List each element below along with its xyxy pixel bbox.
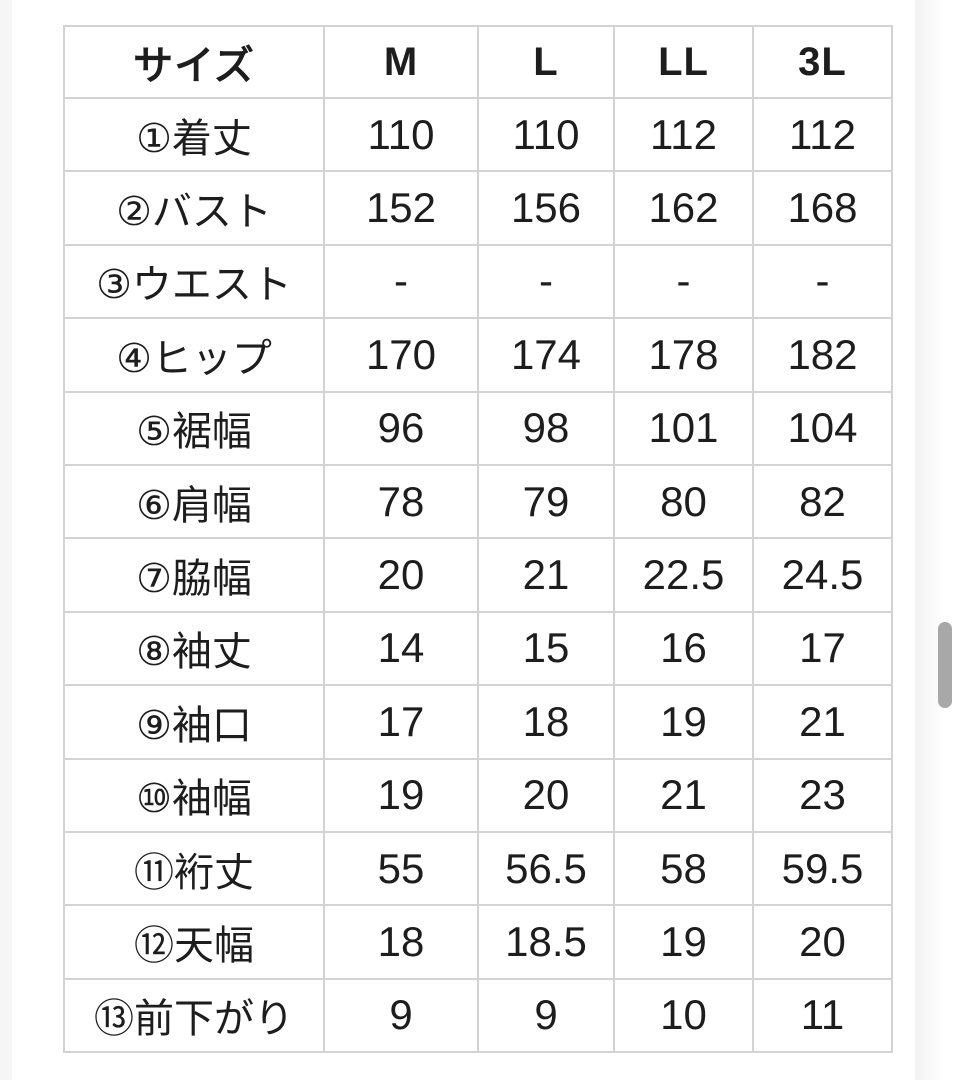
size-value-cell: 10 [613, 977, 754, 1054]
row-label: ⑬前下がり [63, 977, 325, 1054]
size-value-cell: 174 [477, 317, 615, 393]
size-value-cell: - [752, 243, 893, 320]
size-value-cell: 17 [323, 684, 479, 760]
table-row: ②バスト 152 156 162 168 [63, 170, 893, 246]
column-header-m: M [323, 25, 479, 99]
left-edge-strip [0, 0, 12, 1080]
size-value-cell: 96 [323, 390, 479, 466]
size-value-cell: 11 [752, 977, 893, 1054]
size-value-cell: 156 [477, 170, 615, 246]
size-value-cell: 9 [323, 977, 479, 1054]
size-value-cell: 21 [752, 684, 893, 760]
table-row: ⑬前下がり 9 9 10 11 [63, 977, 893, 1054]
size-value-cell: 162 [613, 170, 754, 246]
size-value-cell: 20 [752, 904, 893, 980]
table-row: ⑧袖丈 14 15 16 17 [63, 610, 893, 687]
size-value-cell: 16 [613, 610, 754, 687]
column-header-ll: LL [613, 25, 754, 99]
size-value-cell: 14 [323, 610, 479, 687]
table-row: ①着丈 110 110 112 112 [63, 96, 893, 173]
size-value-cell: 23 [752, 757, 893, 833]
row-label: ⑧袖丈 [63, 610, 325, 687]
size-value-cell: - [323, 243, 479, 320]
size-value-cell: 20 [477, 757, 615, 833]
size-value-cell: 170 [323, 317, 479, 393]
size-value-cell: 110 [323, 96, 479, 173]
size-value-cell: 9 [477, 977, 615, 1054]
size-value-cell: - [613, 243, 754, 320]
size-value-cell: 56.5 [477, 830, 615, 907]
table-row: ⑩袖幅 19 20 21 23 [63, 757, 893, 833]
table-row: ⑥肩幅 78 79 80 82 [63, 463, 893, 540]
size-value-cell: 18 [323, 904, 479, 980]
table-row: ⑦脇幅 20 21 22.5 24.5 [63, 537, 893, 613]
size-value-cell: 79 [477, 463, 615, 540]
size-value-cell: 98 [477, 390, 615, 466]
size-value-cell: 18.5 [477, 904, 615, 980]
table-row: ⑤裾幅 96 98 101 104 [63, 390, 893, 466]
size-value-cell: 110 [477, 96, 615, 173]
row-label: ⑩袖幅 [63, 757, 325, 833]
row-label: ⑦脇幅 [63, 537, 325, 613]
header-row: サイズ M L LL 3L [63, 25, 893, 99]
row-label: ⑨袖口 [63, 684, 325, 760]
row-label: ③ウエスト [63, 243, 325, 320]
column-header-3l: 3L [752, 25, 893, 99]
size-value-cell: 24.5 [752, 537, 893, 613]
size-value-cell: 82 [752, 463, 893, 540]
table-row: ③ウエスト - - - - [63, 243, 893, 320]
row-label: ⑪裄丈 [63, 830, 325, 907]
column-header-size: サイズ [63, 25, 325, 99]
row-label: ⑥肩幅 [63, 463, 325, 540]
vertical-scrollbar-thumb[interactable] [938, 622, 952, 708]
size-value-cell: 22.5 [613, 537, 754, 613]
size-value-cell: 104 [752, 390, 893, 466]
size-value-cell: 178 [613, 317, 754, 393]
row-label: ②バスト [63, 170, 325, 246]
size-value-cell: 80 [613, 463, 754, 540]
column-header-l: L [477, 25, 615, 99]
size-value-cell: 58 [613, 830, 754, 907]
table-row: ⑫天幅 18 18.5 19 20 [63, 904, 893, 980]
table-row: ④ヒップ 170 174 178 182 [63, 317, 893, 393]
size-value-cell: 19 [613, 684, 754, 760]
table-row: ⑪裄丈 55 56.5 58 59.5 [63, 830, 893, 907]
size-value-cell: 21 [477, 537, 615, 613]
row-label: ⑫天幅 [63, 904, 325, 980]
size-value-cell: - [477, 243, 615, 320]
size-value-cell: 78 [323, 463, 479, 540]
size-value-cell: 20 [323, 537, 479, 613]
size-value-cell: 101 [613, 390, 754, 466]
size-chart-table: サイズ M L LL 3L ①着丈 110 110 112 112 ②バスト 152 156 1… [63, 25, 893, 1054]
row-label: ④ヒップ [63, 317, 325, 393]
scroll-edge-shadow [915, 0, 945, 1080]
size-value-cell: 59.5 [752, 830, 893, 907]
size-value-cell: 112 [752, 96, 893, 173]
size-value-cell: 152 [323, 170, 479, 246]
size-chart: サイズ M L LL 3L ①着丈 110 110 112 112 ②バスト 152 156 1… [63, 25, 893, 1054]
size-value-cell: 21 [613, 757, 754, 833]
size-value-cell: 182 [752, 317, 893, 393]
size-value-cell: 168 [752, 170, 893, 246]
size-value-cell: 19 [323, 757, 479, 833]
size-value-cell: 18 [477, 684, 615, 760]
size-value-cell: 55 [323, 830, 479, 907]
size-value-cell: 17 [752, 610, 893, 687]
size-value-cell: 15 [477, 610, 615, 687]
size-value-cell: 112 [613, 96, 754, 173]
row-label: ⑤裾幅 [63, 390, 325, 466]
row-label: ①着丈 [63, 96, 325, 173]
table-row: ⑨袖口 17 18 19 21 [63, 684, 893, 760]
size-value-cell: 19 [613, 904, 754, 980]
